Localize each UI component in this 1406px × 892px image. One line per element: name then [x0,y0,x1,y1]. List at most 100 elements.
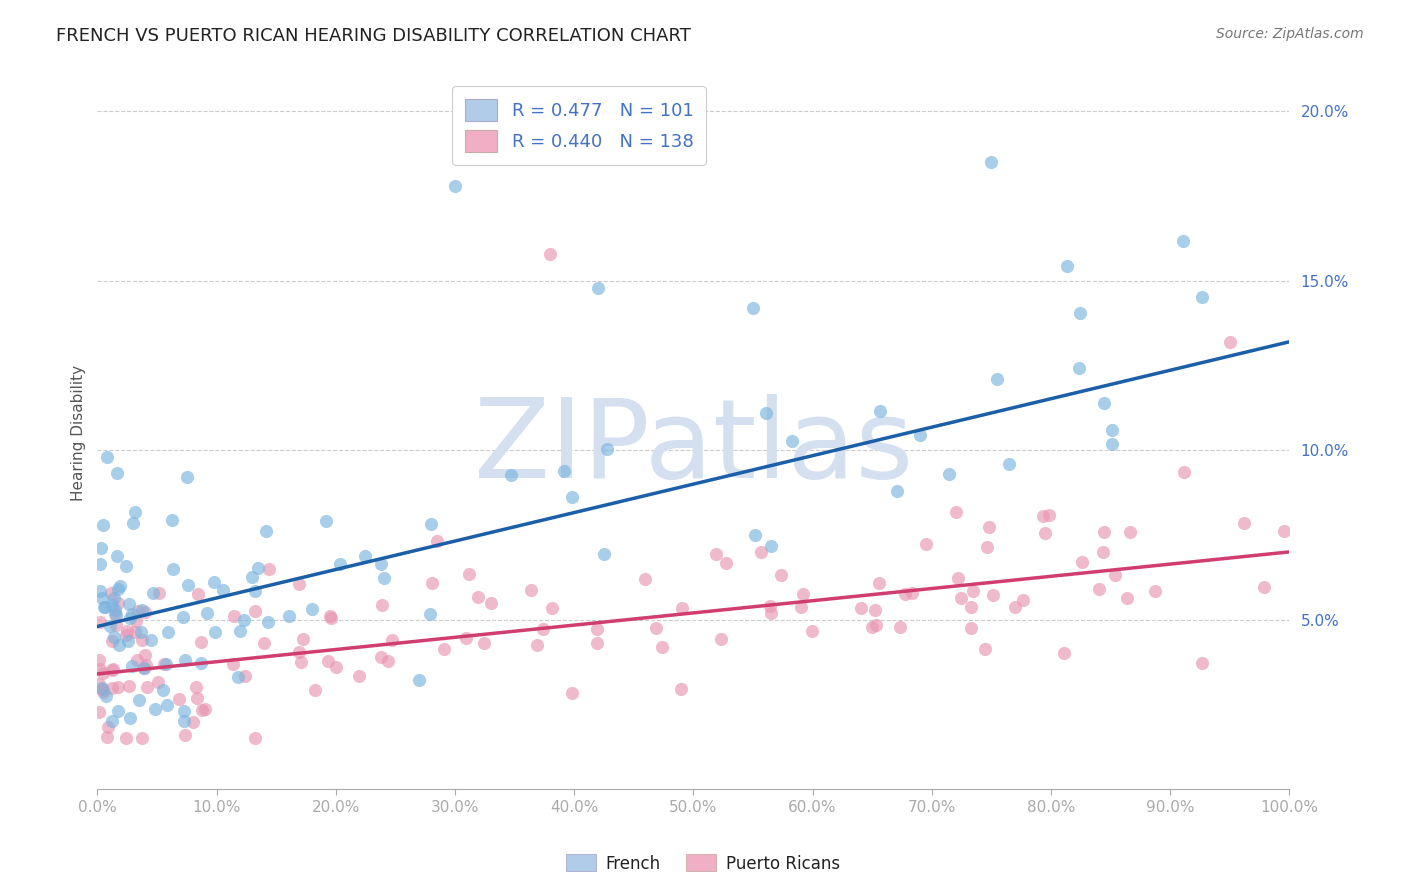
Point [1173,465,1195,479]
Point [98,619,121,633]
Point [914,537,936,551]
Point [183,714,205,729]
Point [962,583,984,598]
Point [167,692,190,706]
Point [481,596,503,610]
Point [174,653,197,667]
Text: FRENCH VS PUERTO RICAN HEARING DISABILITY CORRELATION CHART: FRENCH VS PUERTO RICAN HEARING DISABILIT… [56,27,692,45]
Point [105,608,128,623]
Point [945,505,967,519]
Point [319,611,342,625]
Point [93,600,115,615]
Point [290,655,312,669]
Point [155,657,177,672]
Point [134,661,156,675]
Point [1104,568,1126,582]
Point [108,579,131,593]
Point [145,701,167,715]
Point [233,613,256,627]
Point [553,464,575,478]
Point [865,617,887,632]
Point [315,514,337,528]
Point [117,624,139,638]
Point [103,662,125,676]
Point [472,635,495,649]
Point [704,547,727,561]
Point [243,583,266,598]
Point [89,662,111,676]
Point [420,575,443,590]
Point [901,586,924,600]
Point [190,635,212,649]
Point [370,650,392,665]
Point [87,677,110,691]
Point [1143,584,1166,599]
Point [176,470,198,484]
Point [1071,554,1094,568]
Point [444,178,467,193]
Point [792,587,814,601]
Point [148,586,170,600]
Point [103,631,125,645]
Point [456,631,478,645]
Point [1233,516,1256,530]
Point [669,682,692,697]
Point [370,557,392,571]
Point [91,685,114,699]
Point [960,621,983,635]
Point [160,513,183,527]
Point [91,517,114,532]
Point [759,599,782,614]
Point [212,583,235,598]
Point [89,615,111,630]
Point [228,624,250,638]
Point [863,603,886,617]
Point [202,574,225,589]
Point [184,680,207,694]
Point [124,505,146,519]
Point [894,587,917,601]
Point [233,669,256,683]
Point [121,658,143,673]
Point [120,611,142,625]
Point [89,557,111,571]
Point [87,652,110,666]
Point [651,640,673,654]
Point [860,620,883,634]
Point [100,586,122,600]
Point [586,280,609,294]
Point [243,604,266,618]
Point [889,620,911,634]
Point [325,659,347,673]
Point [520,582,543,597]
Point [253,635,276,649]
Point [125,614,148,628]
Point [458,567,481,582]
Point [93,600,115,615]
Point [122,516,145,530]
Point [1191,290,1213,304]
Point [93,682,115,697]
Point [134,605,156,619]
Point [770,568,793,582]
Point [120,711,142,725]
Point [316,654,339,668]
Point [107,595,129,609]
Point [91,666,114,681]
Point [1011,592,1033,607]
Point [749,545,772,559]
Point [90,681,112,695]
Point [114,731,136,746]
Point [938,467,960,481]
Point [586,636,609,650]
Point [89,583,111,598]
Point [596,442,619,456]
Point [134,648,156,663]
Point [104,607,127,621]
Point [886,483,908,498]
Point [222,657,245,672]
Point [561,491,583,505]
Legend: French, Puerto Ricans: French, Puerto Ricans [560,847,846,880]
Point [1069,306,1091,320]
Point [946,571,969,585]
